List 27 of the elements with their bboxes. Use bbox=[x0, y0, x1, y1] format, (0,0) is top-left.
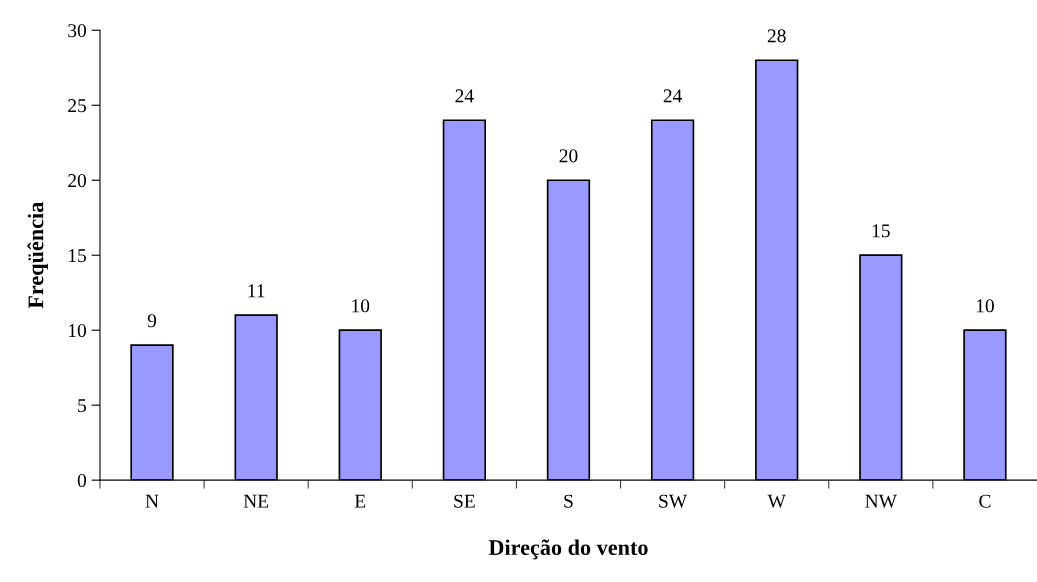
y-tick-label: 5 bbox=[78, 399, 87, 413]
y-tick-label: 15 bbox=[69, 249, 87, 263]
data-label: 20 bbox=[559, 149, 578, 163]
x-tick-label: NW bbox=[865, 494, 897, 508]
y-tick-label: 0 bbox=[77, 473, 87, 488]
x-tick-label: N bbox=[145, 494, 159, 508]
data-label: 10 bbox=[352, 299, 370, 313]
data-label: 10 bbox=[976, 299, 994, 313]
x-tick-label: NE bbox=[243, 494, 269, 508]
y-tick-label: 20 bbox=[68, 174, 87, 188]
x-tick-label: S bbox=[564, 494, 573, 508]
y-tick-label: 10 bbox=[69, 324, 87, 338]
data-label: 24 bbox=[455, 89, 474, 103]
x-tick-label: SW bbox=[659, 494, 688, 508]
y-tick-label: 25 bbox=[68, 99, 87, 113]
data-label: 24 bbox=[663, 89, 683, 103]
data-label: 9 bbox=[147, 314, 157, 328]
data-label: 15 bbox=[872, 224, 890, 238]
y-tick-label: 30 bbox=[68, 24, 87, 38]
data-label: 11 bbox=[248, 284, 265, 298]
x-tick-label: E bbox=[354, 494, 366, 508]
data-label: 28 bbox=[767, 29, 786, 43]
x-axis-title: Direção do vento bbox=[488, 539, 648, 560]
x-tick-label: C bbox=[979, 494, 991, 508]
x-tick-label: SE bbox=[454, 494, 475, 508]
x-tick-label: W bbox=[767, 494, 786, 508]
y-axis-title: Freqüência bbox=[27, 202, 48, 309]
